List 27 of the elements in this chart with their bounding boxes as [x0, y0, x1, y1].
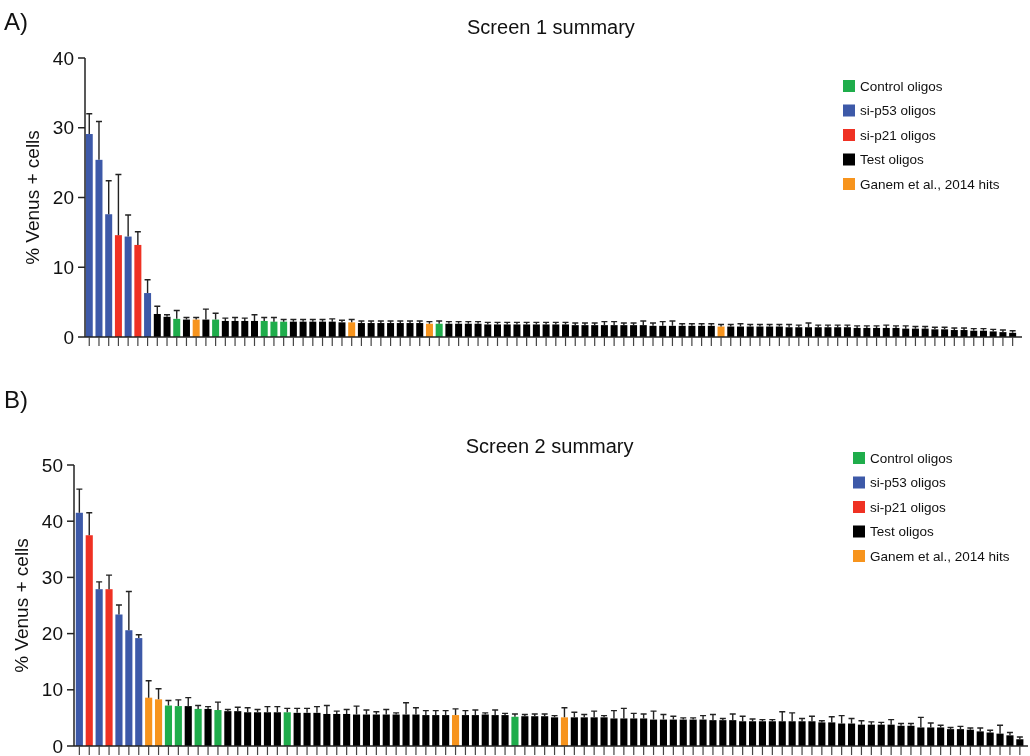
chart-title: Screen 1 summary — [467, 16, 635, 38]
legend-label: si-p21 oligos — [860, 127, 937, 143]
y-tick-label: 20 — [41, 623, 63, 645]
legend-label: Control oligos — [860, 78, 943, 94]
y-tick-label: 10 — [52, 256, 74, 278]
legend-label: si-p53 oligos — [860, 103, 937, 119]
y-tick-label: 40 — [41, 510, 63, 532]
y-tick-label: 30 — [52, 117, 74, 139]
y-axis-title: % Venus + cells — [11, 538, 32, 673]
text: B) — [4, 386, 28, 413]
y-axis-title: % Venus + cells — [22, 130, 43, 265]
chart-title: Screen 2 summary — [465, 435, 634, 457]
text: A) — [4, 8, 28, 35]
y-tick-label: 30 — [41, 567, 63, 589]
legend-label: Ganem et al., 2014 hits — [870, 548, 1010, 564]
y-tick-label: 40 — [52, 47, 74, 69]
legend-label: si-p21 oligos — [870, 499, 947, 515]
legend-label: Test oligos — [860, 152, 925, 168]
y-tick-label: 0 — [52, 735, 63, 756]
legend-label: Test oligos — [870, 524, 935, 540]
legend-label: Control oligos — [870, 450, 953, 466]
y-tick-label: 0 — [63, 326, 74, 348]
y-tick-label: 10 — [41, 679, 63, 701]
y-tick-label: 20 — [52, 187, 74, 209]
legend-label: si-p53 oligos — [870, 475, 947, 491]
legend-label: Ganem et al., 2014 hits — [860, 176, 1000, 192]
y-tick-label: 50 — [41, 454, 63, 476]
